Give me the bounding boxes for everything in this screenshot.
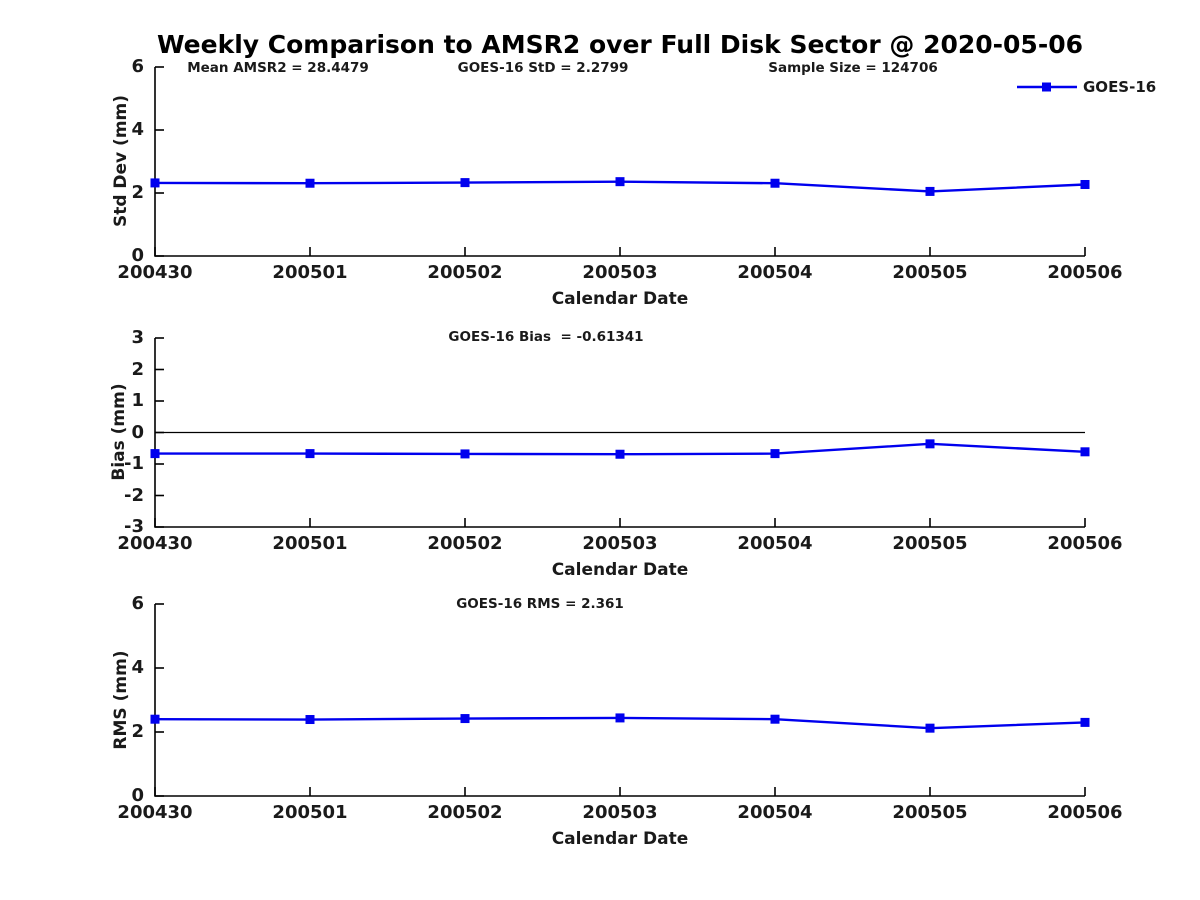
legend-entry-goes-16: GOES-16 [1083,78,1157,96]
legend-line-sample-icon [1017,82,1077,92]
y-tick-label: -2 [124,484,144,506]
y-tick-label: -3 [124,516,144,537]
y-tick-label: 2 [131,721,144,742]
data-point-marker [150,178,160,188]
y-tick-label: 6 [131,593,144,614]
data-point-marker [925,439,935,449]
annotation-mean-amsr2: Mean AMSR2 = 28.4479 [187,60,369,76]
data-point-marker [1080,179,1090,189]
x-tick-label: 200505 [892,262,968,283]
data-point-marker [305,715,315,725]
x-tick-label: 200506 [1047,262,1123,283]
x-axis-label-middle: Calendar Date [551,560,689,580]
y-axis-label-bias: Bias (mm) [109,383,129,481]
y-tick-label: 1 [131,390,144,411]
y-tick-label: 2 [131,358,144,380]
x-tick-label: 200503 [582,802,658,823]
y-tick-label: 3 [131,327,144,348]
axis-lines [154,604,1085,797]
x-tick-label: 200430 [117,802,193,823]
x-tick-label: 200430 [117,533,193,554]
data-point-marker [150,449,160,459]
x-tick-label: 200506 [1047,533,1123,554]
data-point-marker [1080,447,1090,457]
y-tick-label: 4 [131,119,144,140]
y-axis-label-std-dev: Std Dev (mm) [111,94,131,228]
data-point-marker [770,714,780,724]
data-point-marker [305,449,315,459]
data-point-marker [460,449,470,459]
annotation-sample-size: Sample Size = 124706 [768,60,938,76]
x-tick-label: 200504 [737,533,813,554]
data-point-marker [1080,717,1090,727]
x-tick-label: 200505 [892,533,968,554]
y-axis-label-rms: RMS (mm) [111,650,131,750]
x-tick-label: 200505 [892,802,968,823]
y-tick-label: 0 [131,785,144,806]
axis-lines [154,67,1085,257]
data-point-marker [460,178,470,188]
x-axis-label-top: Calendar Date [551,289,689,309]
x-tick-label: 200501 [272,533,348,554]
data-point-marker [305,178,315,188]
data-point-marker [925,723,935,733]
y-tick-label: 2 [131,182,144,203]
data-point-marker [615,449,625,459]
x-tick-label: 200502 [427,533,503,554]
y-tick-label: 4 [131,657,144,678]
y-tick-label: -1 [124,453,144,474]
x-tick-label: 200501 [272,262,348,283]
x-tick-label: 200501 [272,802,348,823]
annotation-goes16-bias: GOES-16 Bias = -0.61341 [448,329,644,345]
y-tick-label: 0 [131,245,144,266]
data-point-marker [615,177,625,187]
annotation-goes16-rms: GOES-16 RMS = 2.361 [456,596,624,612]
x-tick-label: 200503 [582,262,658,283]
x-tick-label: 200506 [1047,802,1123,823]
x-tick-label: 200502 [427,802,503,823]
data-point-marker [460,714,470,724]
x-tick-label: 200504 [737,802,813,823]
data-point-marker [770,178,780,188]
x-tick-label: 200503 [582,533,658,554]
data-point-marker [925,186,935,196]
annotation-goes16-std: GOES-16 StD = 2.2799 [457,60,629,76]
x-tick-label: 200504 [737,262,813,283]
x-tick-label: 200430 [117,262,193,283]
data-point-marker [150,714,160,724]
y-tick-label: 6 [131,56,144,77]
x-tick-label: 200502 [427,262,503,283]
y-tick-label: 0 [131,421,144,443]
page-title: Weekly Comparison to AMSR2 over Full Dis… [156,30,1083,59]
data-point-marker [615,713,625,723]
data-point-marker [770,449,780,459]
x-axis-label-bottom: Calendar Date [551,829,689,849]
